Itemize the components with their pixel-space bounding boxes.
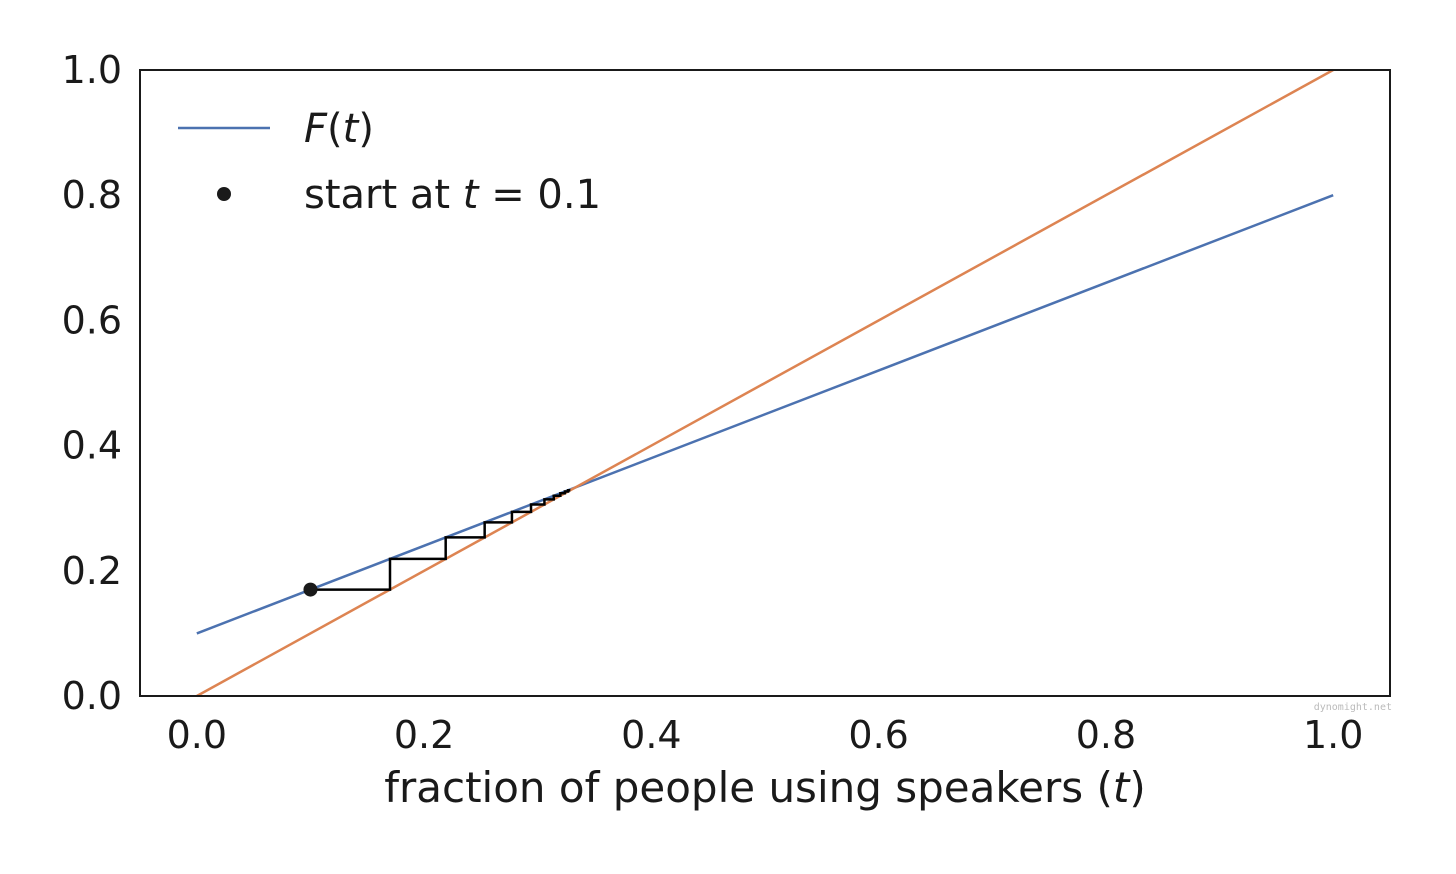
legend-start-text: start at bbox=[304, 172, 463, 218]
legend-var: t bbox=[343, 106, 360, 152]
y-tick-label: 0.6 bbox=[62, 298, 122, 342]
watermark: dynomight.net bbox=[1314, 702, 1392, 713]
series-group bbox=[196, 68, 1334, 698]
legend-label-start: start at t = 0.1 bbox=[304, 172, 601, 218]
x-tick-label: 0.0 bbox=[167, 713, 227, 757]
start-point-marker bbox=[303, 582, 318, 597]
legend-close-paren: ) bbox=[358, 106, 374, 152]
y-tick-label: 1.0 bbox=[62, 48, 122, 92]
legend-label-f-of-t: F(t) bbox=[304, 106, 374, 152]
legend-open-paren: ( bbox=[327, 106, 343, 152]
legend-func: F bbox=[304, 106, 328, 152]
legend: F(t) start at t = 0.1 bbox=[178, 106, 601, 218]
y-tick-label: 0.0 bbox=[62, 674, 122, 718]
series-line-f-of-t bbox=[196, 194, 1334, 635]
x-axis-label-text: fraction of people using speakers ( bbox=[384, 763, 1113, 812]
x-tick-label: 0.6 bbox=[848, 713, 908, 757]
y-tick-label: 0.8 bbox=[62, 173, 122, 217]
x-axis-ticks: 0.0 0.2 0.4 0.6 0.8 1.0 bbox=[167, 713, 1364, 757]
x-axis-label-close: ) bbox=[1129, 763, 1145, 812]
x-tick-label: 0.2 bbox=[394, 713, 454, 757]
x-tick-label: 1.0 bbox=[1303, 713, 1363, 757]
legend-start-eq: = 0.1 bbox=[478, 172, 601, 218]
y-tick-label: 0.2 bbox=[62, 549, 122, 593]
series-line-cobweb bbox=[310, 488, 571, 591]
x-axis-label-var: t bbox=[1113, 763, 1131, 812]
x-axis-label: fraction of people using speakers (t) bbox=[384, 763, 1146, 812]
x-tick-label: 0.8 bbox=[1076, 713, 1136, 757]
plot-frame bbox=[139, 69, 1391, 697]
legend-start-var: t bbox=[463, 172, 480, 218]
y-axis-ticks: 0.0 0.2 0.4 0.6 0.8 1.0 bbox=[62, 48, 122, 718]
x-tick-label: 0.4 bbox=[621, 713, 681, 757]
series-line-identity bbox=[196, 68, 1334, 698]
y-tick-label: 0.4 bbox=[62, 424, 122, 468]
legend-marker-swatch bbox=[217, 187, 231, 201]
